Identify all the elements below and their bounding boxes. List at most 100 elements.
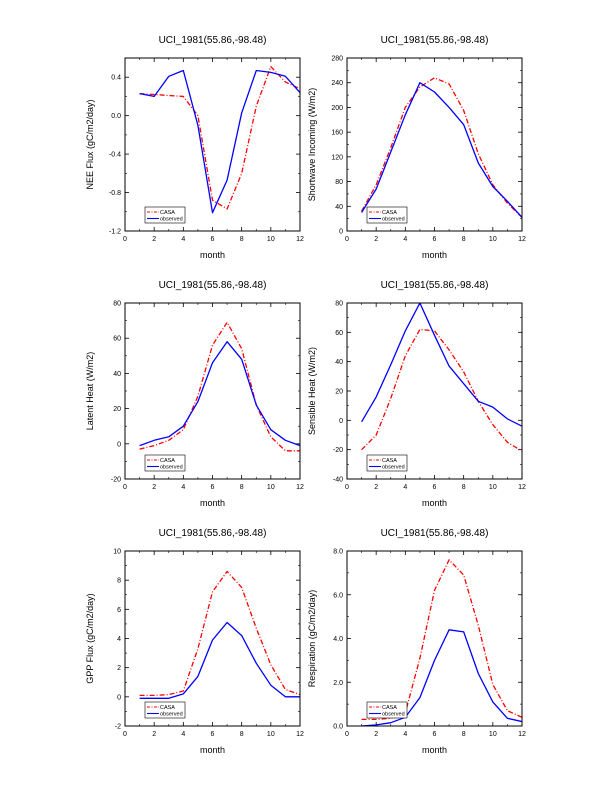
y-tick-label: 60 [113,336,121,343]
y-tick-label: -0.8 [109,190,121,197]
chart-title: UCI_1981(55.86,-98.48) [381,528,489,539]
y-tick-label: 40 [335,359,343,366]
series-line-observed [361,82,522,218]
x-tick-label: 0 [345,731,349,738]
x-tick-label: 2 [374,484,378,491]
x-axis-label: month [422,745,447,755]
y-tick-label: 8.0 [333,549,343,556]
chart-title: UCI_1981(55.86,-98.48) [159,35,267,46]
legend-label-observed: observed [160,712,183,718]
x-tick-label: 10 [267,731,275,738]
chart-title: UCI_1981(55.86,-98.48) [381,280,489,291]
x-tick-label: 0 [345,236,349,243]
series-line-observed [361,303,522,427]
series-line-casa [361,328,522,452]
y-axis-label: NEE Flux (gC/m2/day) [85,99,95,189]
y-axis-label: Sensible Heat (W/m2) [307,347,317,435]
chart-panel-2: UCI_1981(55.86,-98.48)0 2 4 6 8 10 12040801201… [307,35,526,260]
y-tick-label: 0.0 [333,724,343,731]
series-line-casa [139,570,300,697]
x-tick-label: 4 [403,236,407,243]
y-tick-label: 200 [331,105,343,112]
plot-frame [124,302,301,480]
x-axis-label: month [200,250,225,260]
x-tick-label: 8 [462,236,466,243]
x-tick-label: 12 [296,731,304,738]
x-axis-label: month [200,498,225,508]
legend-label-observed: observed [382,712,405,718]
x-tick-label: 8 [462,731,466,738]
y-tick-label: -40 [333,477,343,484]
x-tick-label: 10 [267,484,275,491]
series-line-observed [139,621,300,699]
plot-frame [124,550,301,727]
y-tick-label: -20 [111,477,121,484]
legend-label-casa: CASA [160,458,175,464]
y-tick-label: 280 [331,56,343,63]
y-tick-label: 0 [117,694,121,701]
y-tick-label: 240 [331,80,343,87]
y-tick-label: 2 [117,665,121,672]
x-tick-label: 10 [489,731,497,738]
x-tick-label: 6 [433,731,437,738]
y-tick-label: -0.4 [109,152,121,159]
x-tick-label: 8 [240,236,244,243]
x-tick-label: 6 [211,484,215,491]
x-tick-label: 2 [152,236,156,243]
x-tick-label: 4 [403,484,407,491]
y-tick-label: 8 [117,578,121,585]
y-tick-label: 80 [335,301,343,308]
y-tick-label: 20 [113,406,121,413]
y-tick-label: 4.0 [333,636,343,643]
y-tick-label: 120 [331,154,343,161]
series-line-casa [139,65,300,210]
series-line-casa [361,77,522,218]
x-tick-label: 0 [123,236,127,243]
y-tick-label: 60 [335,330,343,337]
x-tick-label: 12 [296,236,304,243]
x-tick-label: 2 [152,484,156,491]
y-tick-label: 6.0 [333,592,343,599]
chart-title: UCI_1981(55.86,-98.48) [159,280,267,291]
series-line-casa [361,559,522,721]
series-line-observed [361,629,522,726]
y-tick-label: 4 [117,636,121,643]
x-tick-label: 4 [403,731,407,738]
x-tick-label: 0 [123,731,127,738]
y-tick-label: 6 [117,607,121,614]
y-axis-label: Respiration (gC/m2/day) [307,590,317,688]
y-tick-label: 0.0 [111,113,121,120]
chart-panel-5: UCI_1981(55.86,-98.48)0 2 4 6 8 10 12-20246810… [85,528,304,755]
plot-frame [346,550,523,727]
y-tick-label: 80 [113,301,121,308]
y-tick-label: 20 [335,389,343,396]
x-tick-label: 2 [374,236,378,243]
legend-label-casa: CASA [382,458,397,464]
chart-panel-6: UCI_1981(55.86,-98.48) 0 2 4 6 8 10 12 0.0 2.0 4.0… [307,528,526,755]
legend-label-casa: CASA [382,210,397,216]
x-axis-label: month [200,745,225,755]
x-tick-label: 12 [296,484,304,491]
x-tick-label: 6 [433,236,437,243]
x-tick-label: 6 [211,236,215,243]
x-tick-label: 12 [518,484,526,491]
chart-panel-1: UCI_1981(55.86,-98.48) 0 2 4 6 8 10 12 -1.2 -0.8 -… [85,35,304,260]
legend-label-observed: observed [160,217,183,223]
y-axis-label: Shortwave Incoming (W/m2) [307,88,317,202]
series-line-casa [139,321,300,452]
y-axis-label: GPP Flux (gC/m2/day) [85,593,95,683]
x-tick-label: 0 [345,484,349,491]
y-tick-label: 0.4 [111,75,121,82]
plot-frame [124,57,301,232]
x-tick-label: 6 [211,731,215,738]
y-tick-label: 80 [335,179,343,186]
x-tick-label: 8 [240,731,244,738]
legend-label-observed: observed [160,465,183,471]
x-tick-label: 10 [489,236,497,243]
